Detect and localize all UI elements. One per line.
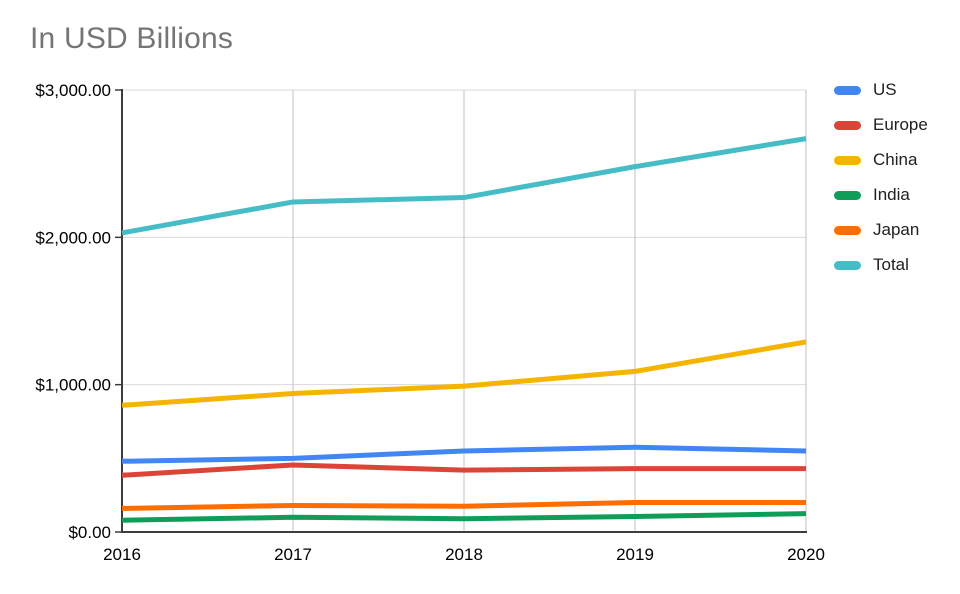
legend-label-india: India <box>873 185 910 204</box>
legend-item-europe: Europe <box>834 114 928 136</box>
series-line-india <box>121 511 807 523</box>
legend-label-china: China <box>873 150 918 169</box>
legend-item-total: Total <box>834 254 928 276</box>
series-line-japan <box>121 500 806 511</box>
legend-swatch-japan <box>834 225 861 235</box>
legend-item-india: India <box>834 184 928 206</box>
legend-item-japan: Japan <box>834 219 928 241</box>
series-line-china <box>121 339 807 408</box>
legend-item-china: China <box>834 149 928 171</box>
chart-legend: US Europe China India Japan Total <box>834 79 928 276</box>
x-axis-tick-label: 2019 <box>616 545 654 564</box>
series-line-europe <box>121 462 806 478</box>
y-axis-tick-label: $1,000.00 <box>35 376 111 395</box>
legend-swatch-europe <box>834 120 861 130</box>
legend-label-japan: Japan <box>873 220 920 239</box>
legend-label-europe: Europe <box>873 115 928 134</box>
y-axis-tick-label: $2,000.00 <box>35 228 111 247</box>
x-axis-tick-label: 2017 <box>274 545 312 564</box>
y-axis-tick-label: $0.00 <box>68 523 111 542</box>
legend-label-us: US <box>873 80 897 99</box>
legend-swatch-china <box>834 155 861 165</box>
y-axis-tick-label: $3,000.00 <box>35 81 111 100</box>
x-axis-tick-label: 2020 <box>787 545 825 564</box>
legend-swatch-india <box>834 190 861 200</box>
series-line-us <box>121 444 807 464</box>
legend-swatch-total <box>834 260 861 270</box>
series-line-total <box>121 136 807 236</box>
chart-title: In USD Billions <box>30 22 234 55</box>
x-axis-tick-label: 2016 <box>103 545 141 564</box>
x-axis-tick-label: 2018 <box>445 545 483 564</box>
legend-label-total: Total <box>873 255 909 274</box>
legend-item-us: US <box>834 79 928 101</box>
legend-swatch-us <box>834 85 861 95</box>
